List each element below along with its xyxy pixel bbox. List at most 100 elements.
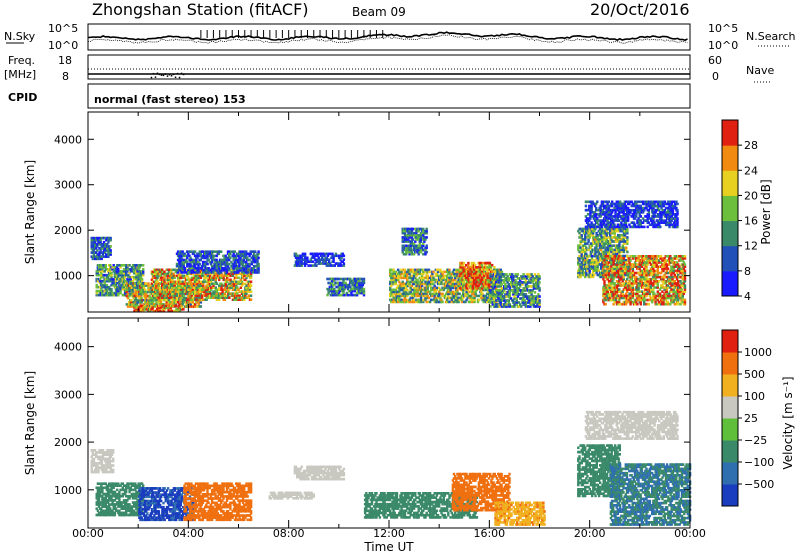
data-cell [516, 283, 520, 286]
data-cell [412, 270, 416, 274]
data-cell [100, 255, 103, 258]
data-cell [493, 285, 497, 288]
data-cell [96, 270, 100, 273]
data-cell [242, 256, 246, 260]
data-cell [129, 292, 132, 296]
data-cell [135, 303, 139, 306]
data-cell [595, 246, 598, 250]
data-cell [254, 258, 257, 262]
data-cell [247, 267, 250, 270]
data-cell [508, 287, 512, 290]
data-cell [197, 303, 200, 306]
data-cell [489, 287, 493, 290]
data-cell [303, 254, 307, 258]
data-cell [153, 303, 156, 306]
data-cell [492, 287, 496, 290]
data-cell [241, 274, 245, 278]
data-cell [613, 248, 616, 252]
data-cell [516, 291, 520, 294]
data-cell [223, 298, 227, 301]
data-cell [597, 250, 600, 254]
data-cell [590, 265, 594, 268]
data-cell [189, 280, 192, 284]
data-cell [140, 279, 144, 283]
data-cell [360, 285, 363, 289]
data-cell [611, 248, 614, 252]
data-cell [622, 254, 626, 258]
data-cell [142, 268, 145, 271]
data-cell [469, 280, 472, 284]
data-cell [186, 286, 189, 289]
data-cell [598, 263, 602, 266]
data-cell [605, 259, 608, 262]
data-cell [214, 278, 217, 282]
data-cell [389, 280, 392, 284]
data-cell [241, 252, 244, 256]
data-cell [107, 251, 110, 254]
data-cell [486, 270, 489, 273]
data-cell [194, 290, 197, 293]
data-cell [505, 295, 508, 298]
data-cell [470, 261, 473, 265]
data-cell [598, 244, 602, 247]
data-cell [96, 289, 100, 293]
data-cell [151, 286, 155, 289]
data-cell [481, 292, 484, 296]
data-cell [210, 271, 214, 274]
data-cell [439, 274, 442, 278]
data-cell [612, 227, 615, 231]
data-cell [470, 288, 473, 292]
data-cell [408, 300, 411, 304]
data-cell [179, 292, 182, 295]
data-cell [604, 248, 607, 252]
nsky-line [87, 31, 688, 42]
data-cell [394, 298, 398, 302]
data-cell [139, 264, 143, 267]
data-cell [452, 300, 456, 304]
data-cell [142, 264, 145, 267]
freq-dot [150, 76, 153, 79]
data-cell [580, 254, 583, 258]
data-cell [215, 262, 218, 266]
data-cell [615, 236, 619, 239]
data-cell [599, 248, 603, 252]
data-cell [139, 286, 142, 289]
data-cell [594, 227, 597, 231]
data-cell [467, 270, 470, 273]
data-cell [127, 294, 131, 298]
data-cell [119, 271, 122, 275]
data-cell [244, 290, 247, 293]
data-cell [170, 309, 174, 313]
data-cell [468, 300, 472, 304]
data-cell [235, 274, 238, 278]
data-cell [349, 285, 352, 289]
data-cell [233, 292, 237, 295]
data-cell [441, 278, 444, 282]
data-cell [481, 261, 485, 265]
data-cell [257, 264, 260, 268]
data-cell [139, 275, 143, 279]
data-cell [228, 258, 231, 262]
data-cell [187, 276, 190, 280]
data-cell [155, 282, 158, 286]
data-cell [400, 282, 403, 286]
data-cell [227, 290, 230, 293]
data-cell [161, 304, 165, 308]
data-cell [210, 280, 213, 284]
data-cell [158, 288, 162, 291]
data-cell [588, 265, 591, 268]
data-cell [335, 281, 338, 285]
data-cell [489, 273, 492, 276]
freq-dot [172, 73, 175, 76]
data-cell [145, 296, 148, 300]
data-cell [190, 282, 193, 286]
data-cell [176, 282, 180, 286]
data-cell [181, 284, 184, 287]
data-cell [189, 262, 192, 266]
data-cell [225, 271, 229, 274]
data-cell [414, 290, 417, 294]
data-cell [495, 275, 498, 278]
data-cell [210, 252, 214, 256]
data-cell [165, 306, 168, 309]
data-cell [92, 257, 96, 261]
